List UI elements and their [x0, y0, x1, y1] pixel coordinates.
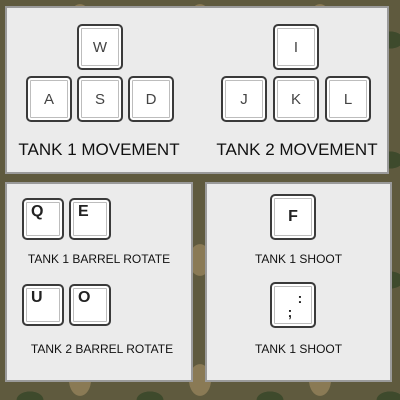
- key-a: A: [26, 76, 72, 122]
- key-s: S: [77, 76, 123, 122]
- key-d: D: [128, 76, 174, 122]
- key-colon-glyph: :: [297, 290, 303, 306]
- key-semicolon-glyph: ;: [287, 304, 293, 320]
- key-k: K: [273, 76, 319, 122]
- key-o: O: [69, 284, 111, 326]
- key-j: J: [221, 76, 267, 122]
- key-e: E: [69, 198, 111, 240]
- shoot-panel: F TANK 1 SHOOT : ; TANK 1 SHOOT: [205, 182, 392, 382]
- barrel-rotate-panel: Q E TANK 1 BARREL ROTATE U O TANK 2 BARR…: [5, 182, 193, 382]
- key-f: F: [270, 194, 316, 240]
- movement-panel: W A S D I J K L TANK 1 MOVEMENT TANK 2 M…: [5, 6, 389, 174]
- key-l: L: [325, 76, 371, 122]
- tank1-shoot-label: TANK 1 SHOOT: [254, 252, 343, 266]
- tank1-barrel-label: TANK 1 BARREL ROTATE: [27, 252, 171, 266]
- tank2-barrel-label: TANK 2 BARREL ROTATE: [30, 342, 174, 356]
- key-i: I: [273, 24, 319, 70]
- key-w: W: [77, 24, 123, 70]
- key-u: U: [22, 284, 64, 326]
- tank2-movement-label: TANK 2 MOVEMENT: [216, 140, 378, 159]
- second-shoot-label: TANK 1 SHOOT: [254, 342, 343, 356]
- tank1-movement-label: TANK 1 MOVEMENT: [18, 140, 180, 159]
- key-q: Q: [22, 198, 64, 240]
- key-colon-semicolon: : ;: [270, 282, 316, 328]
